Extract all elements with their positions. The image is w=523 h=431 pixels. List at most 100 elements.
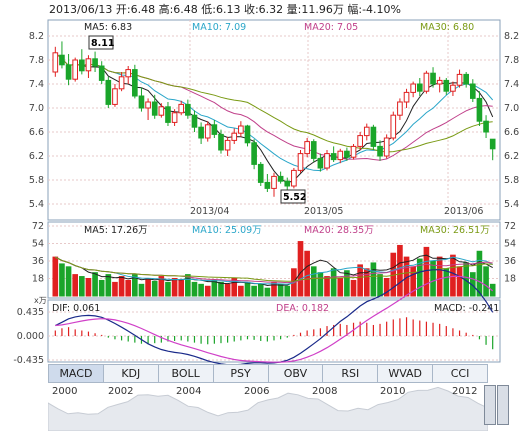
- price-tick-left: 7.0: [29, 103, 44, 114]
- price-tick-left: 6.6: [29, 127, 44, 138]
- timeline-area: [48, 386, 488, 431]
- candle: [118, 72, 125, 92]
- volume-bar: [191, 281, 198, 297]
- tab-wvad[interactable]: WVAD: [378, 364, 434, 383]
- tab-rsi[interactable]: RSI: [323, 364, 379, 383]
- candle: [105, 76, 112, 108]
- date-label-may: 2013/05: [304, 206, 343, 217]
- candle: [238, 121, 244, 137]
- vol-ma10-label: MA10: 25.09万: [192, 225, 262, 236]
- candle: [324, 150, 330, 171]
- vol-ma5-label: MA5: 17.26万: [84, 225, 148, 236]
- volume-bar: [436, 256, 443, 297]
- candle: [145, 98, 151, 120]
- candle: [469, 79, 476, 102]
- candle: [310, 139, 317, 162]
- candle: [317, 153, 324, 172]
- candle: [244, 124, 251, 147]
- volume-bar: [277, 283, 284, 297]
- candle: [92, 51, 98, 72]
- candle: [65, 54, 72, 86]
- candle: [436, 76, 443, 93]
- candle: [178, 100, 185, 116]
- volume-tick: 54: [32, 239, 44, 250]
- volume-ma5-line: [55, 254, 493, 287]
- volume-ma-lines: [55, 254, 493, 287]
- volume-bar: [185, 274, 191, 297]
- dif-line: [55, 269, 494, 366]
- volume-bar: [284, 285, 291, 297]
- candle: [390, 111, 397, 141]
- tab-kdj[interactable]: KDJ: [103, 364, 159, 383]
- volume-tick: 36: [32, 256, 44, 267]
- tab-psy[interactable]: PSY: [213, 364, 269, 383]
- candle: [158, 103, 165, 118]
- candle: [85, 55, 92, 78]
- price-ma30-label: MA30: 6.80: [420, 22, 474, 33]
- tab-obv[interactable]: OBV: [268, 364, 324, 383]
- candle: [79, 49, 85, 75]
- volume-bar: [112, 281, 118, 297]
- volume-bar: [443, 268, 450, 297]
- timeline-navigator[interactable]: 2000 2002 2004 2006 2008 2010 2012: [48, 383, 488, 431]
- year-2010: 2010: [380, 386, 406, 397]
- low-marker-label: 5.52: [283, 192, 306, 203]
- candle: [363, 123, 370, 141]
- candle: [350, 144, 357, 160]
- volume-bar: [211, 279, 218, 297]
- volume-bar: [151, 280, 158, 297]
- candle: [483, 115, 489, 138]
- price-tick-right: 8.2: [504, 31, 519, 42]
- price-ma20-label: MA20: 7.05: [304, 22, 358, 33]
- volume-bar: [79, 276, 85, 297]
- candle: [403, 88, 410, 108]
- volume-bar: [450, 254, 456, 297]
- volume-bar: [178, 279, 185, 297]
- candle: [357, 132, 363, 150]
- candle: [370, 124, 377, 150]
- volume-bar: [383, 278, 390, 297]
- timeline-right-handle[interactable]: [497, 385, 509, 425]
- volume-y-axis: 72 72 54 54 36 36 18 18: [32, 221, 516, 285]
- price-ma5-label: MA5: 6.83: [84, 22, 132, 33]
- candle: [450, 81, 456, 96]
- tab-macd[interactable]: MACD: [48, 364, 104, 383]
- candle: [377, 140, 383, 161]
- candle: [59, 41, 65, 69]
- volume-bar: [304, 250, 310, 297]
- low-marker: 5.52: [280, 189, 306, 204]
- candle: [112, 84, 118, 107]
- timeline-history-area: [48, 386, 488, 431]
- price-ma10-label: MA10: 7.09: [192, 22, 246, 33]
- volume-bar: [72, 274, 79, 297]
- candle: [410, 81, 416, 98]
- year-2008: 2008: [312, 386, 338, 397]
- macd-histogram: [54, 317, 494, 350]
- candle: [383, 134, 390, 159]
- candle: [304, 138, 310, 158]
- candle: [198, 122, 204, 144]
- volume-bar: [132, 274, 138, 297]
- volume-bar: [105, 274, 112, 297]
- tab-cci[interactable]: CCI: [433, 364, 488, 383]
- volume-bar: [483, 266, 489, 297]
- vol-ma30-label: MA30: 26.51万: [420, 225, 490, 236]
- candle: [463, 72, 469, 88]
- volume-bar: [350, 279, 357, 297]
- timeline-left-handle[interactable]: [484, 385, 496, 425]
- year-2002: 2002: [108, 386, 134, 397]
- candle: [277, 171, 284, 184]
- volume-bar: [357, 264, 363, 297]
- volume-bar: [218, 281, 224, 297]
- price-y-axis-left: 8.2 7.8 7.4 7.0 6.6 6.2 5.8 5.4: [29, 31, 44, 210]
- volume-bar: [297, 241, 304, 297]
- tab-boll[interactable]: BOLL: [158, 364, 214, 383]
- volume-bar: [65, 266, 72, 297]
- candle: [251, 139, 257, 170]
- volume-bar: [98, 279, 105, 297]
- price-tick-right: 7.4: [504, 79, 519, 90]
- volume-bar: [138, 283, 145, 297]
- candle: [171, 109, 178, 126]
- price-tick-right: 6.6: [504, 127, 519, 138]
- candle: [224, 136, 231, 156]
